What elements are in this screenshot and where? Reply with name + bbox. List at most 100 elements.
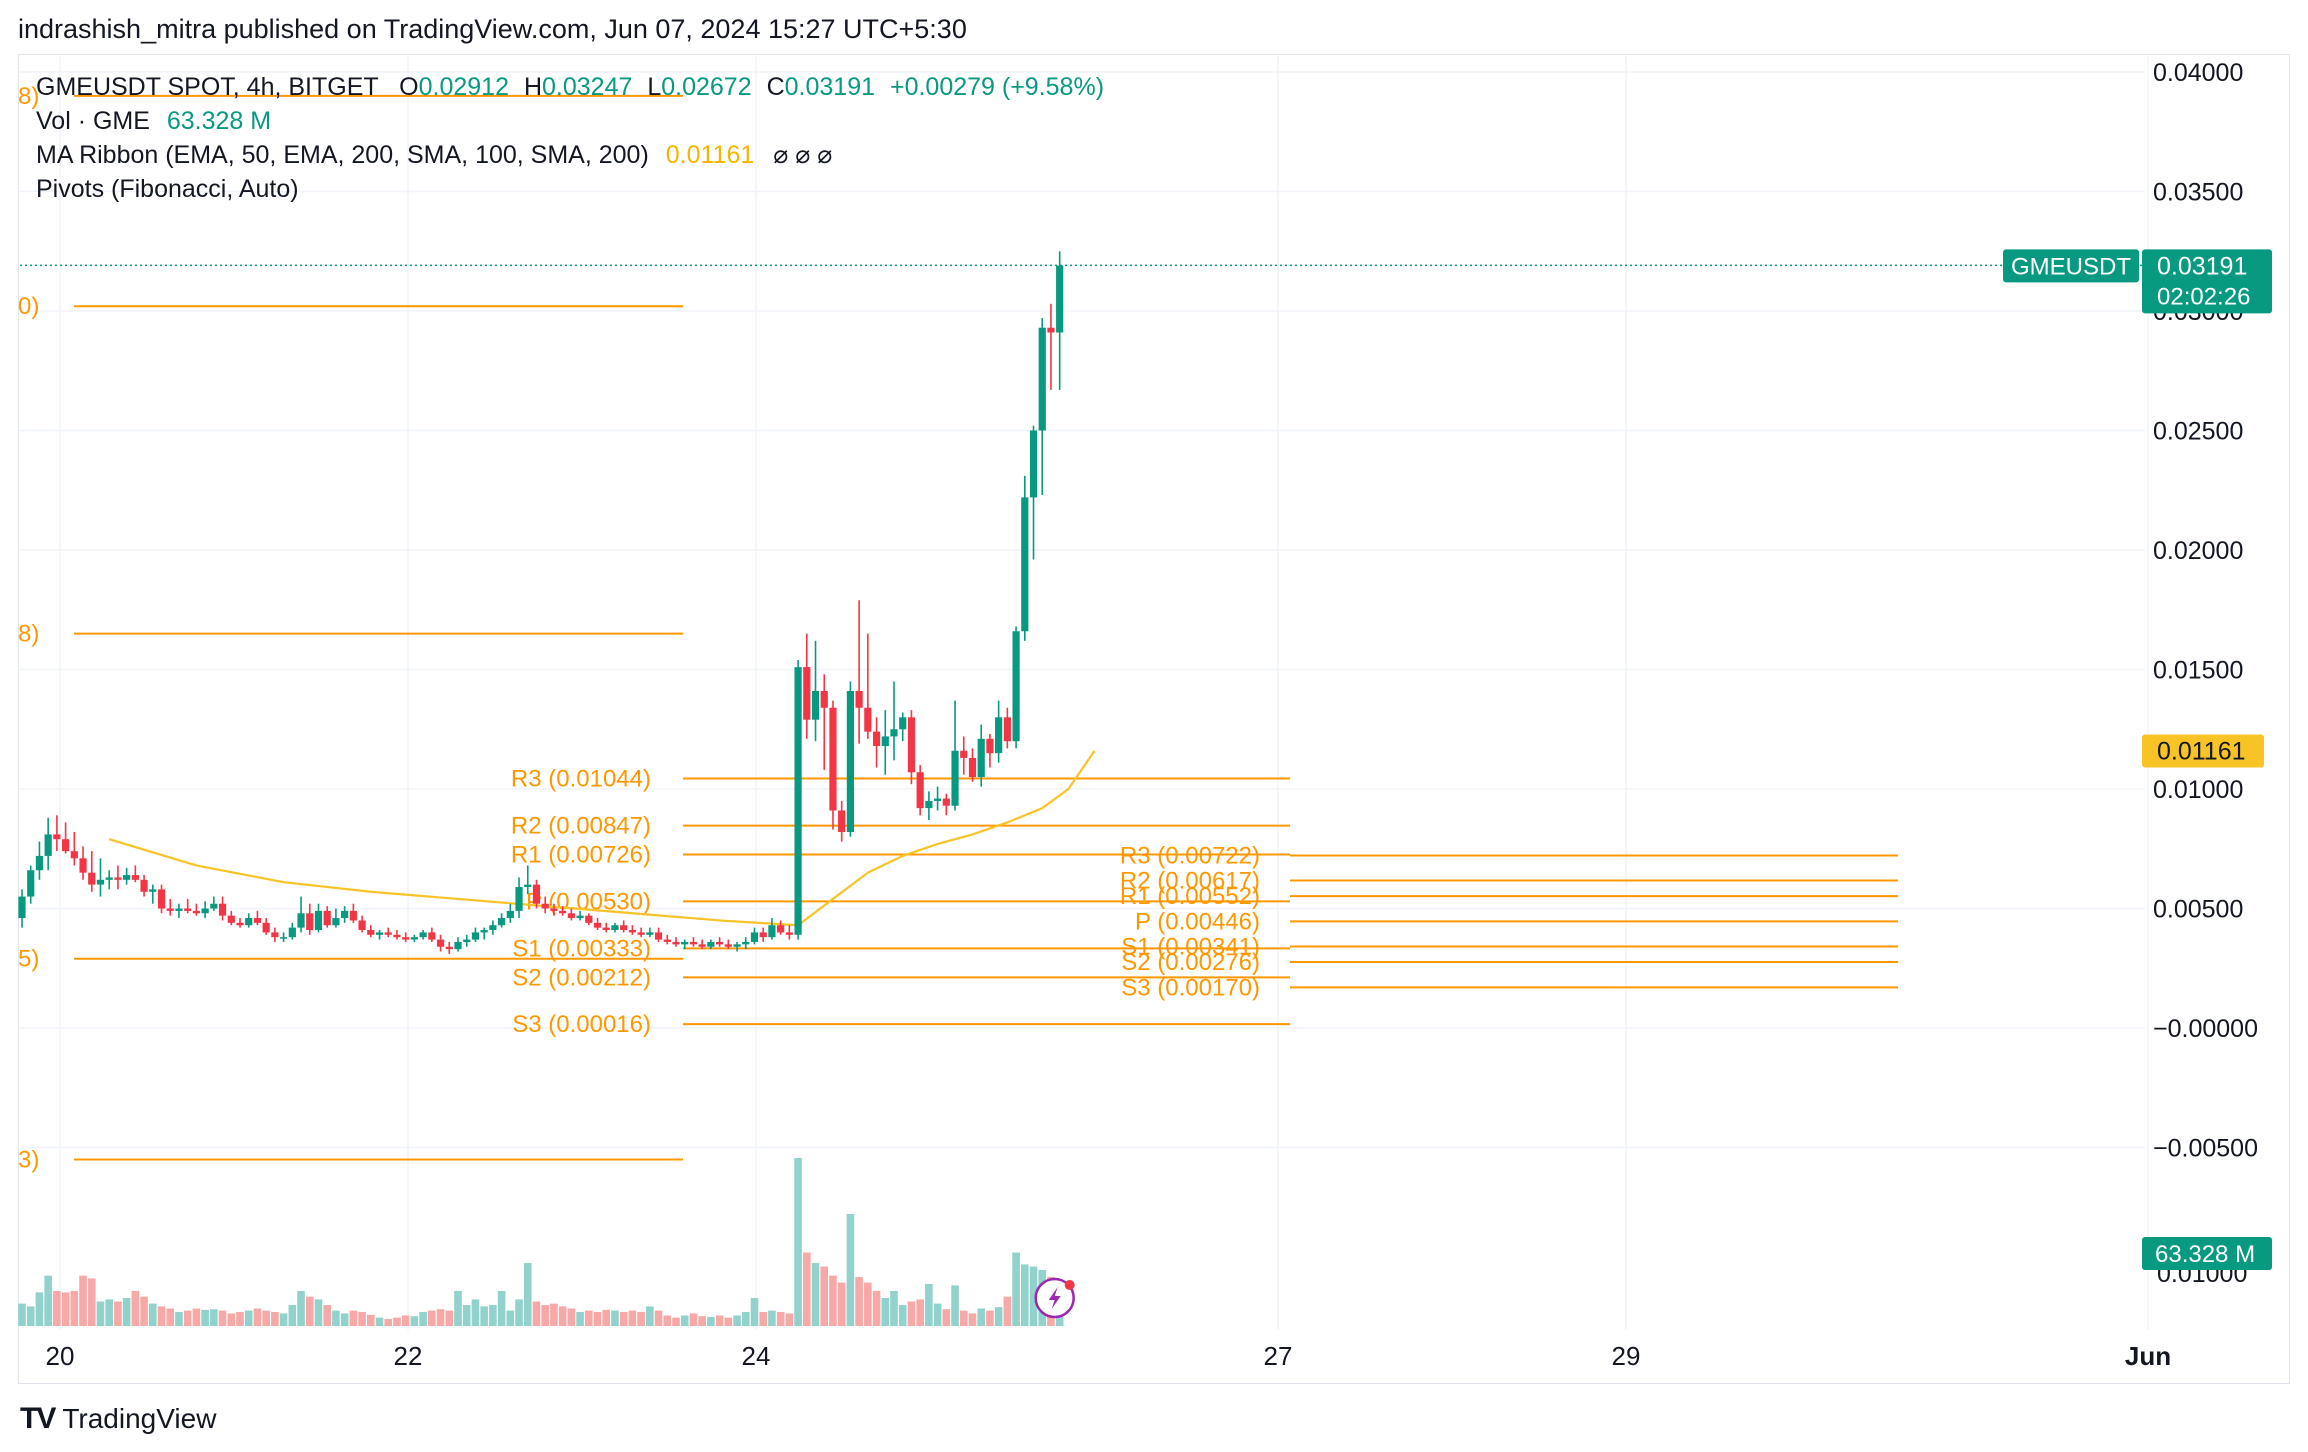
volume-bar bbox=[419, 1312, 427, 1326]
candle-body bbox=[157, 889, 166, 909]
candle-body bbox=[184, 908, 192, 911]
volume-bar bbox=[1012, 1252, 1020, 1326]
candle-body bbox=[105, 877, 113, 880]
candle-body bbox=[716, 941, 724, 945]
candle-body bbox=[593, 922, 602, 928]
candle-body bbox=[1021, 497, 1029, 632]
volume-bar bbox=[593, 1312, 602, 1326]
legend-ma-ribbon[interactable]: MA Ribbon (EMA, 50, EMA, 200, SMA, 100, … bbox=[36, 138, 1104, 172]
symbol-tag bbox=[2003, 249, 2139, 283]
volume-value: 63.328 M bbox=[166, 107, 272, 135]
candle-body bbox=[838, 810, 846, 833]
volume-bar bbox=[445, 1310, 454, 1326]
candle-body bbox=[785, 932, 793, 935]
legend-low: 0.02672 bbox=[661, 73, 752, 101]
volume-bar bbox=[367, 1314, 375, 1326]
y-tick-label: 0.02500 bbox=[2153, 418, 2243, 446]
pivot-label: R1 (0.00552) bbox=[1120, 883, 1260, 910]
volume-bar bbox=[680, 1315, 689, 1326]
candle-body bbox=[436, 939, 445, 947]
candle-body bbox=[663, 939, 671, 942]
volume-bar bbox=[707, 1316, 715, 1326]
candle-body bbox=[79, 858, 87, 873]
legend-volume[interactable]: Vol · GME 63.328 M bbox=[36, 104, 1104, 138]
volume-bar bbox=[375, 1317, 384, 1326]
volume-bar bbox=[1021, 1264, 1029, 1326]
volume-bar bbox=[332, 1310, 340, 1326]
candle-body bbox=[201, 908, 209, 914]
y-tick-label: 0.03500 bbox=[2153, 179, 2243, 207]
pivot-label: R2 (0.00617) bbox=[1120, 868, 1260, 895]
candle-body bbox=[934, 798, 942, 801]
volume-bar bbox=[218, 1310, 227, 1326]
volume-bar bbox=[515, 1299, 523, 1326]
candle-body bbox=[899, 717, 907, 730]
candle-body bbox=[419, 932, 427, 938]
volume-bar bbox=[768, 1310, 776, 1326]
volume-bar bbox=[462, 1305, 471, 1326]
candle-body bbox=[567, 913, 575, 919]
candle-body bbox=[872, 731, 881, 746]
volume-bar bbox=[933, 1303, 942, 1326]
volume-bar bbox=[785, 1313, 794, 1326]
legend-open-label: O bbox=[399, 73, 419, 101]
volume-bar bbox=[907, 1301, 916, 1326]
volume-bar bbox=[175, 1312, 183, 1326]
candle-body bbox=[811, 691, 820, 720]
pivot-label: R1 (0.00726) bbox=[511, 841, 651, 868]
pivot-label: R2 (0.00847) bbox=[511, 813, 651, 840]
candle-body bbox=[149, 889, 157, 892]
volume-bar bbox=[436, 1309, 445, 1326]
candle-body bbox=[506, 910, 514, 919]
candle-body bbox=[27, 870, 35, 897]
candle-body bbox=[480, 930, 488, 933]
x-tick-label: 24 bbox=[742, 1341, 771, 1371]
volume-bar bbox=[628, 1310, 637, 1326]
candle-body bbox=[192, 910, 200, 914]
tradingview-logo-icon: TV bbox=[20, 1402, 56, 1435]
countdown-text: 02:02:26 bbox=[2157, 283, 2250, 310]
volume-tag bbox=[2142, 1237, 2272, 1270]
volume-bar bbox=[262, 1310, 270, 1326]
volume-bar bbox=[358, 1312, 366, 1326]
candle-body bbox=[672, 941, 680, 945]
candle-body bbox=[846, 691, 854, 833]
volume-bar bbox=[916, 1299, 924, 1326]
volume-bar bbox=[44, 1275, 52, 1326]
volume-bar bbox=[523, 1263, 532, 1326]
candle-body bbox=[1029, 430, 1038, 498]
volume-bar bbox=[131, 1291, 140, 1326]
pivot-label: 8) bbox=[18, 83, 39, 110]
candle-body bbox=[262, 922, 270, 933]
legend-pivots[interactable]: Pivots (Fibonacci, Auto) bbox=[36, 172, 1104, 206]
candle-body bbox=[402, 937, 410, 940]
volume-bar bbox=[846, 1214, 855, 1326]
volume-bar bbox=[480, 1306, 488, 1326]
legend-symbol[interactable]: GMEUSDT SPOT, 4h, BITGET bbox=[36, 73, 379, 101]
pivot-label: 0) bbox=[18, 293, 39, 320]
footer-brand[interactable]: TV TradingView bbox=[20, 1402, 216, 1436]
volume-bar bbox=[558, 1306, 567, 1326]
candle-body bbox=[759, 932, 767, 938]
volume-bar bbox=[279, 1313, 288, 1326]
volume-bar bbox=[698, 1316, 706, 1326]
volume-bar bbox=[1003, 1296, 1012, 1326]
ma-label: MA Ribbon (EMA, 50, EMA, 200, SMA, 100, … bbox=[36, 141, 649, 169]
candle-body bbox=[123, 875, 131, 880]
volume-bar bbox=[829, 1275, 837, 1326]
candle-body bbox=[218, 903, 227, 916]
volume-bar bbox=[663, 1315, 672, 1326]
candle-body bbox=[689, 941, 698, 945]
volume-bar bbox=[122, 1298, 131, 1326]
volume-bar bbox=[201, 1309, 209, 1326]
volume-bar bbox=[393, 1317, 401, 1326]
candle-body bbox=[44, 834, 52, 856]
volume-bar bbox=[733, 1315, 741, 1326]
ma-line bbox=[108, 750, 1096, 927]
candle-body bbox=[951, 750, 959, 806]
volume-bar bbox=[794, 1158, 802, 1326]
pivot-label: R3 (0.01044) bbox=[511, 765, 651, 792]
publisher-line: indrashish_mitra published on TradingVie… bbox=[18, 14, 967, 44]
candle-body bbox=[297, 913, 305, 928]
